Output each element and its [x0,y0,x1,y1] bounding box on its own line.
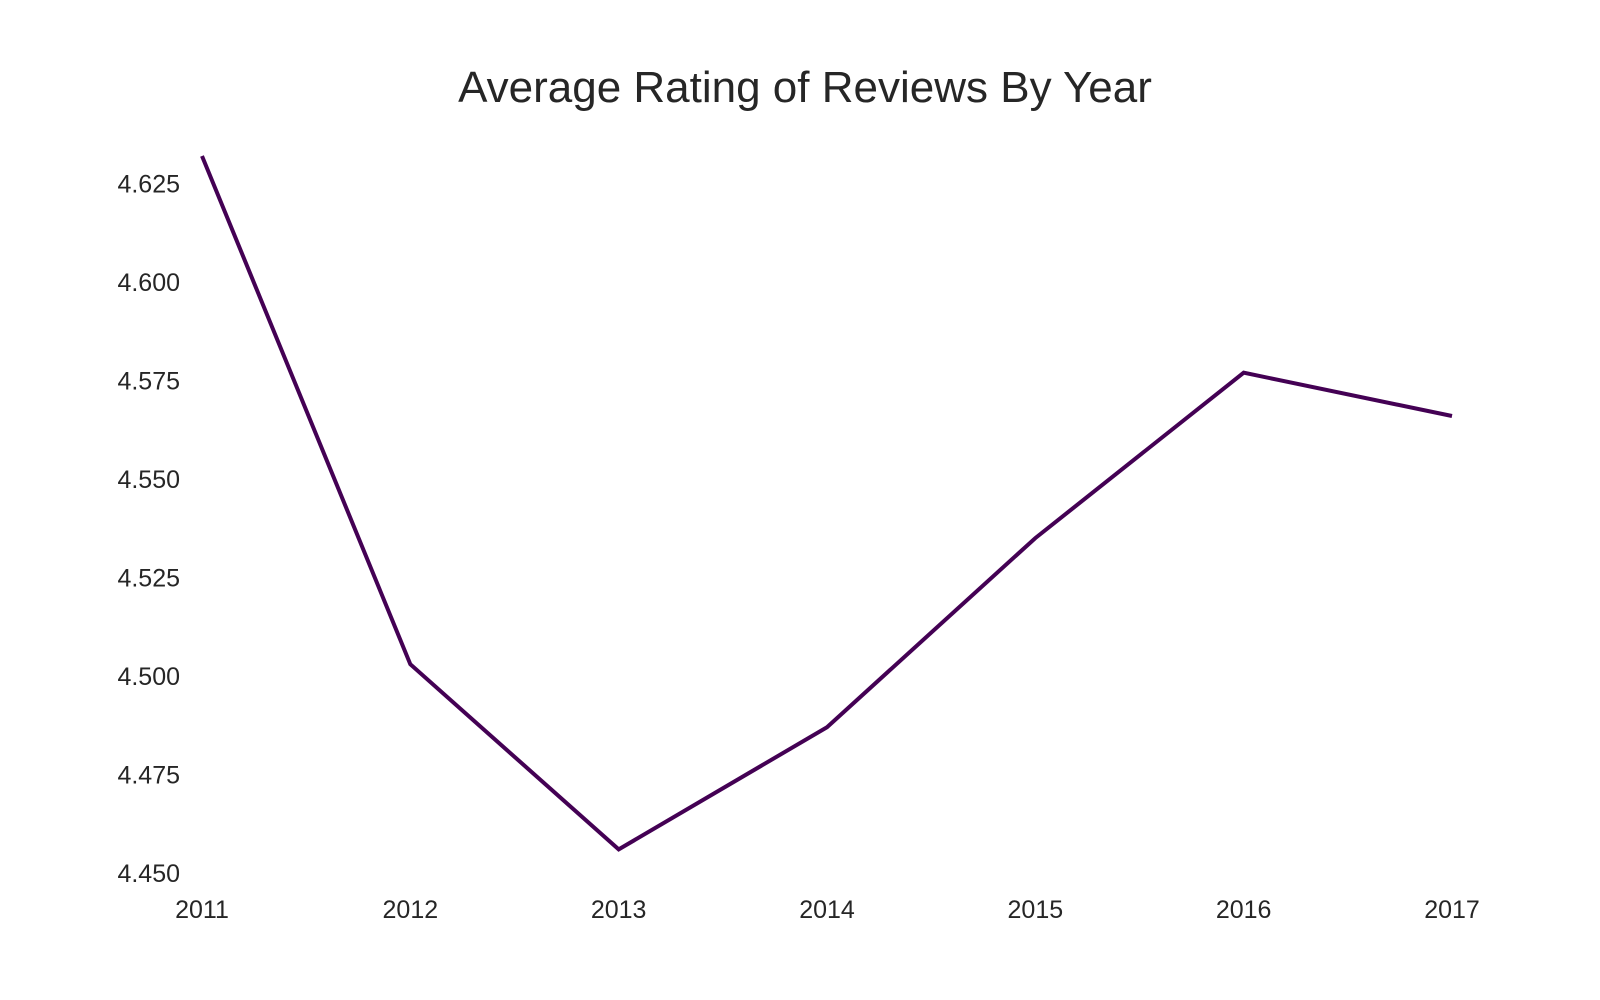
x-tick-label: 2015 [1008,896,1064,924]
y-axis-ticks: 4.450 4.475 4.500 4.525 4.550 4.575 4.600 4.625 [117,171,180,888]
y-tick-label: 4.625 [117,171,180,199]
y-tick-label: 4.525 [117,565,180,593]
y-tick-label: 4.450 [117,860,180,888]
y-tick-label: 4.500 [117,663,180,691]
y-tick-label: 4.575 [117,368,180,396]
x-tick-label: 2011 [175,896,229,924]
x-axis-ticks: 2011 2012 2013 2014 2015 2016 2017 [175,896,1480,924]
x-tick-label: 2012 [383,896,439,924]
y-tick-label: 4.600 [117,269,180,297]
x-tick-label: 2014 [799,896,855,924]
x-tick-label: 2017 [1424,896,1480,924]
series-line [200,155,1453,852]
x-tick-label: 2016 [1216,896,1272,924]
x-tick-label: 2013 [591,896,647,924]
series-layer [200,155,1453,852]
y-tick-label: 4.475 [117,762,180,790]
chart-title: Average Rating of Reviews By Year [458,63,1152,112]
y-tick-label: 4.550 [117,466,180,494]
